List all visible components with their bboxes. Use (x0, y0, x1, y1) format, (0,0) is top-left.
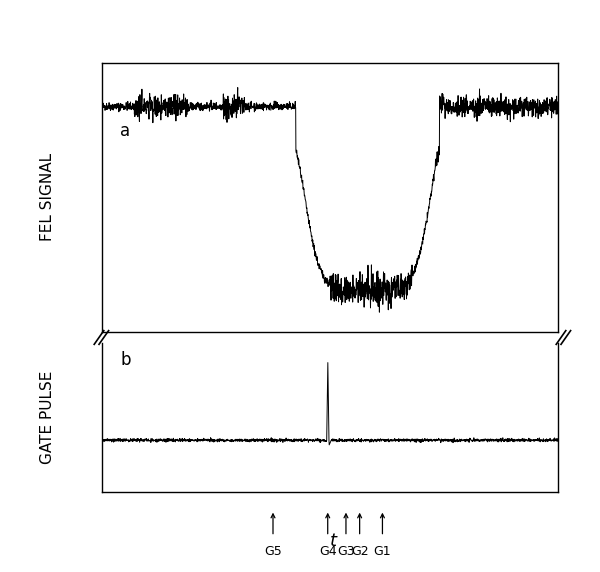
Text: GATE PULSE: GATE PULSE (41, 371, 56, 464)
Text: G4: G4 (319, 546, 337, 558)
Text: a: a (120, 122, 130, 140)
Text: G2: G2 (351, 546, 368, 558)
Text: G3: G3 (337, 546, 355, 558)
Text: t: t (329, 531, 337, 550)
Text: FEL SIGNAL: FEL SIGNAL (41, 153, 56, 241)
Text: G5: G5 (264, 546, 282, 558)
Text: G1: G1 (374, 546, 391, 558)
Text: b: b (120, 351, 131, 368)
